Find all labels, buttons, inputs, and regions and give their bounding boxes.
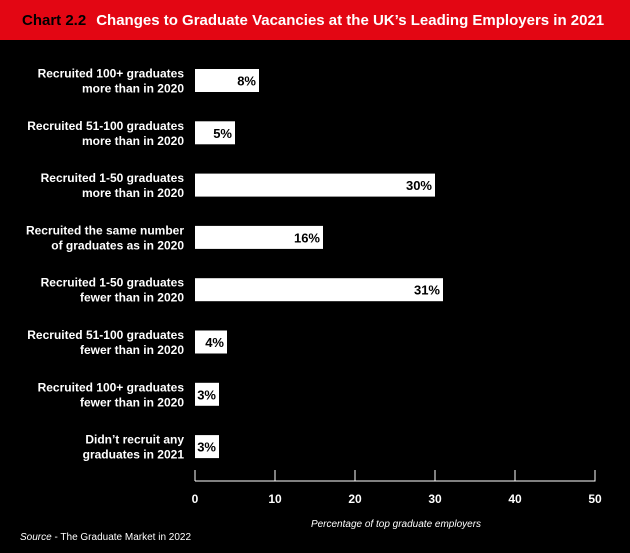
category-label: Recruited 1-50 graduates bbox=[41, 171, 185, 185]
category-label: more than in 2020 bbox=[82, 82, 184, 96]
category-label: Recruited 100+ graduates bbox=[38, 67, 185, 81]
category-label: of graduates as in 2020 bbox=[51, 238, 184, 252]
chart-number: Chart 2.2 bbox=[22, 11, 87, 29]
bar-value-label: 16% bbox=[294, 230, 320, 245]
bar bbox=[195, 330, 227, 354]
bar-value-label: 30% bbox=[406, 178, 432, 193]
category-label: more than in 2020 bbox=[82, 186, 184, 200]
x-tick-label: 40 bbox=[508, 492, 522, 506]
bar-value-label: 5% bbox=[213, 126, 232, 141]
bar bbox=[195, 435, 219, 459]
category-label: fewer than in 2020 bbox=[80, 291, 184, 305]
category-label: fewer than in 2020 bbox=[80, 343, 184, 357]
bar bbox=[195, 173, 435, 197]
bar bbox=[195, 121, 235, 145]
x-tick-label: 0 bbox=[192, 492, 199, 506]
x-tick-label: 20 bbox=[348, 492, 362, 506]
chart-header: Chart 2.2 Changes to Graduate Vacancies … bbox=[0, 0, 630, 40]
category-label: graduates in 2021 bbox=[83, 448, 185, 462]
category-label: Recruited 1-50 graduates bbox=[41, 276, 185, 290]
source-note: Source - The Graduate Market in 2022 bbox=[20, 532, 191, 543]
x-tick-label: 30 bbox=[428, 492, 442, 506]
source-text: - The Graduate Market in 2022 bbox=[51, 532, 192, 543]
bar-value-label: 3% bbox=[197, 440, 216, 455]
bar bbox=[195, 69, 259, 92]
category-label: Didn’t recruit any bbox=[85, 433, 184, 447]
bar-value-label: 4% bbox=[205, 335, 224, 350]
category-label: Recruited 100+ graduates bbox=[38, 380, 185, 394]
source-prefix: Source bbox=[20, 532, 52, 543]
bar bbox=[195, 278, 443, 302]
bar-value-label: 31% bbox=[414, 283, 440, 298]
bar-value-label: 8% bbox=[237, 74, 256, 89]
chart-area: 8% Recruited 100+ graduates more than in 2… bbox=[0, 40, 630, 553]
x-axis-label: Percentage of top graduate employers bbox=[311, 519, 481, 530]
category-label: fewer than in 2020 bbox=[80, 395, 184, 409]
category-label: more than in 2020 bbox=[82, 134, 184, 148]
category-label: Recruited the same number bbox=[26, 223, 184, 237]
bar bbox=[195, 225, 323, 249]
bar-value-label: 3% bbox=[197, 387, 216, 402]
bar bbox=[195, 382, 219, 406]
x-tick-label: 50 bbox=[588, 492, 602, 506]
x-tick-label: 10 bbox=[268, 492, 282, 506]
category-label: Recruited 51-100 graduates bbox=[27, 119, 184, 133]
chart-title: Changes to Graduate Vacancies at the UK’… bbox=[96, 11, 605, 29]
category-label: Recruited 51-100 graduates bbox=[27, 328, 184, 342]
